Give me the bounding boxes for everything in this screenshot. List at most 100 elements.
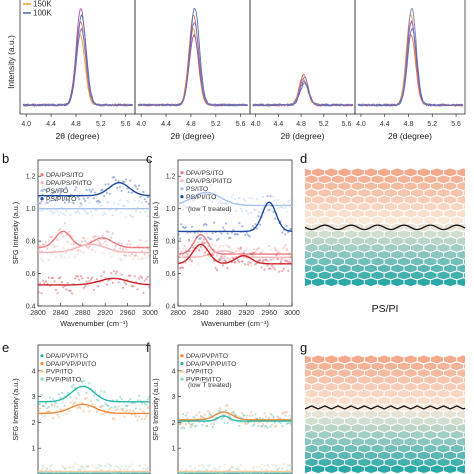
sfg-point — [184, 226, 188, 229]
sfg-point — [184, 470, 188, 473]
sfg-point — [120, 242, 123, 246]
sfg-point — [85, 189, 88, 192]
sfg-point — [78, 393, 81, 396]
sfg-point — [107, 469, 110, 472]
sfg-point — [41, 404, 45, 407]
sfg-point — [38, 409, 40, 412]
sfg-point — [129, 179, 132, 182]
sfg-point — [57, 416, 61, 419]
sfg-fit-b-1 — [38, 230, 150, 249]
hexagon-cell — [470, 437, 474, 446]
sfg-point — [248, 235, 251, 238]
sfg-point — [50, 210, 53, 213]
sfg-point — [275, 464, 278, 467]
sfg-point — [287, 260, 290, 263]
sfg-point — [62, 212, 65, 215]
sfg-point — [43, 405, 46, 408]
sfg-point — [272, 464, 275, 467]
sfg-point — [260, 463, 263, 466]
sfg-point — [288, 421, 291, 425]
sfg-point — [288, 464, 291, 467]
sfg-point — [281, 412, 284, 415]
sfg-point — [53, 249, 56, 252]
sfg-point — [117, 405, 120, 408]
sfg-point — [117, 180, 120, 183]
sfg-point — [288, 261, 291, 264]
sfg-point — [119, 468, 122, 471]
sfg-point — [50, 404, 53, 407]
sfg-point — [213, 221, 216, 224]
sfg-point — [91, 188, 94, 191]
sfg-point — [47, 201, 50, 204]
sfg-point — [263, 268, 266, 271]
sfg-point — [94, 250, 97, 253]
sfg-points-c-5 — [178, 242, 292, 273]
sfg-point — [116, 399, 119, 402]
sfg-point — [54, 256, 58, 259]
sfg-point — [133, 275, 136, 278]
sfg-point — [229, 247, 232, 250]
sfg-point — [207, 253, 210, 256]
sfg-point — [43, 415, 46, 418]
sfg-legend-label-f-1: DPA/PVP/ITO — [186, 353, 228, 360]
sfg-point — [181, 266, 185, 269]
sfg-point — [143, 210, 146, 213]
sfg-point — [59, 211, 62, 214]
sfg-yticklabel-e-3: 3 — [32, 394, 36, 401]
sfg-point — [116, 408, 119, 411]
sfg-point — [253, 423, 256, 426]
sfg-point — [270, 423, 273, 426]
hexagon-cell — [456, 464, 465, 474]
sfg-point — [97, 235, 100, 238]
sfg-point — [68, 410, 71, 413]
sfg-fit-e-1 — [38, 385, 150, 403]
sfg-point — [180, 422, 183, 425]
sfg-point — [184, 206, 188, 209]
sfg-point — [87, 465, 90, 468]
sfg-point — [193, 416, 196, 419]
hexagon-cell — [470, 424, 474, 433]
sfg-point — [82, 208, 85, 212]
hexagon-cell — [305, 190, 306, 196]
sfg-point — [217, 410, 220, 413]
sfg-points-c-1 — [178, 229, 292, 264]
sfg-point — [229, 236, 232, 240]
hexagon-cell — [390, 464, 405, 474]
sfg-point — [111, 241, 114, 244]
sfg-point — [139, 239, 142, 242]
sfg-point — [181, 208, 185, 211]
sfg-point — [285, 466, 288, 469]
sfg-point — [270, 413, 273, 416]
sfg-point — [232, 193, 235, 196]
sfg-point — [284, 411, 287, 414]
sfg-point — [290, 256, 292, 259]
sfg-point — [76, 464, 79, 467]
sfg-point — [143, 246, 146, 249]
sfg-point — [285, 210, 288, 213]
sfg-point — [186, 253, 189, 256]
sfg-point — [224, 222, 228, 225]
sfg-point — [88, 280, 91, 283]
sfg-point — [70, 201, 74, 204]
sfg-point — [273, 247, 276, 250]
sfg-point — [236, 466, 239, 469]
sfg-point — [38, 202, 42, 205]
sfg-xticklabel-b-4: 2920 — [97, 310, 113, 317]
sfg-point — [202, 242, 205, 245]
sfg-point — [137, 464, 141, 467]
sfg-point — [269, 248, 272, 251]
sfg-point — [208, 249, 211, 252]
sfg-point — [88, 247, 91, 250]
sfg-point — [142, 291, 145, 294]
sfg-point — [266, 264, 269, 267]
sfg-point — [119, 199, 122, 202]
sfg-point — [110, 406, 113, 409]
sfg-point — [236, 233, 239, 236]
sfg-point — [133, 199, 136, 203]
sfg-point — [119, 185, 122, 188]
sfg-point — [245, 231, 248, 235]
xrd-ticklabel-4-1: 4.0 — [356, 121, 366, 128]
sfg-point — [79, 380, 82, 383]
sfg-point — [101, 404, 104, 407]
sfg-legend-marker-c-4 — [180, 195, 184, 199]
